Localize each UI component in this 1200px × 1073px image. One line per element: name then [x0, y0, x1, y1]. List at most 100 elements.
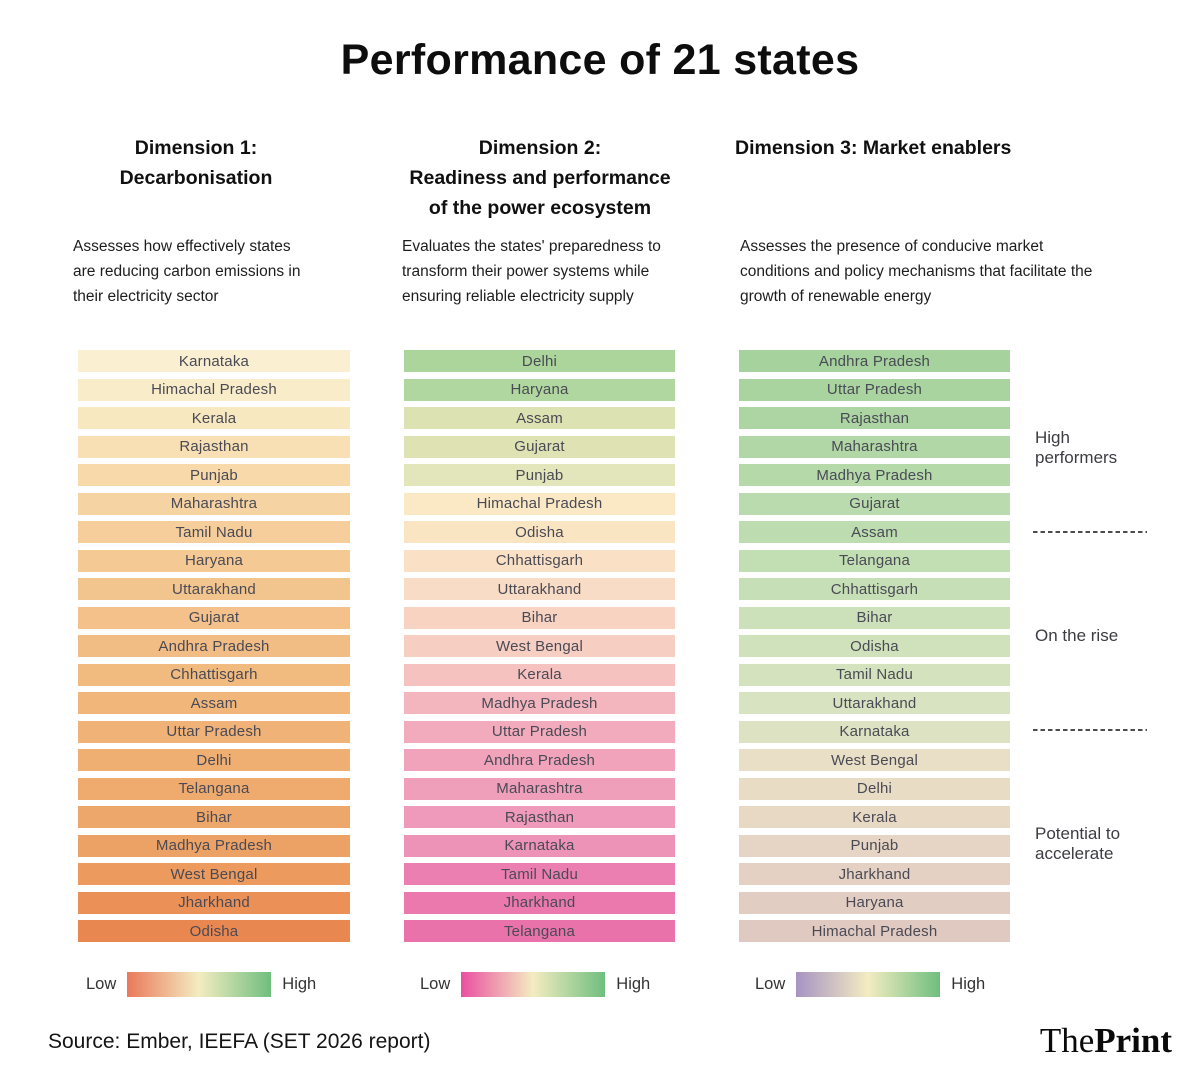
state-bar: Andhra Pradesh	[78, 635, 350, 657]
state-label: West Bengal	[831, 751, 918, 769]
state-label: Uttarakhand	[497, 580, 582, 598]
state-bar: Haryana	[739, 891, 1010, 914]
state-label: Himachal Pradesh	[151, 381, 277, 398]
state-bar: Andhra Pradesh	[739, 350, 1010, 372]
state-label: Bihar	[195, 808, 233, 826]
state-label: Uttarakhand	[832, 694, 917, 712]
column-description-decarbonisation: Assesses how effectively states are redu…	[73, 238, 301, 305]
state-label: Haryana	[184, 552, 244, 569]
state-label: Telangana	[178, 780, 250, 797]
legend-gradient-bar	[796, 972, 941, 997]
state-bar: Gujarat	[739, 492, 1010, 515]
dashed-separator	[1033, 729, 1147, 731]
state-bar: Bihar	[404, 606, 675, 629]
state-label: Uttarakhand	[172, 580, 256, 598]
state-label: Punjab	[850, 837, 899, 854]
state-label: Assam	[190, 694, 238, 712]
state-label: Delhi	[196, 751, 232, 769]
state-label: Uttar Pradesh	[826, 381, 923, 398]
state-bar: Assam	[739, 521, 1010, 543]
state-bar: Punjab	[78, 464, 350, 486]
state-bar: Delhi	[404, 350, 675, 372]
state-label: Kerala	[852, 808, 897, 826]
state-bar: West Bengal	[78, 863, 350, 885]
state-label: Rajasthan	[504, 808, 575, 826]
state-bar: Haryana	[404, 378, 675, 401]
legend-readiness: Low High	[420, 972, 650, 997]
state-label: Odisha	[850, 637, 899, 655]
state-bar: Assam	[78, 692, 350, 714]
state-bar: Bihar	[78, 806, 350, 828]
state-label: Gujarat	[849, 495, 900, 512]
state-label: Maharashtra	[496, 780, 583, 797]
state-label: Andhra Pradesh	[158, 637, 270, 655]
state-bar: Assam	[404, 407, 675, 429]
state-bar: Telangana	[78, 777, 350, 800]
state-bar: Tamil Nadu	[78, 521, 350, 543]
state-bar: Telangana	[404, 920, 675, 942]
state-list-decarbonisation: Karnataka Himachal Pradesh Kerala Rajasthan…	[78, 350, 350, 942]
state-list-readiness: Delhi Haryana Assam Gujarat Punjab Himachal P…	[404, 350, 675, 942]
state-label: Jharkhand	[838, 865, 911, 883]
state-label: Karnataka	[178, 352, 250, 370]
state-label: Haryana	[845, 894, 904, 911]
source-attribution: Source: Ember, IEEFA (SET 2026 report)	[48, 1030, 431, 1053]
state-label: Tamil Nadu	[175, 523, 253, 541]
state-bar: Kerala	[739, 806, 1010, 828]
legend-gradient-bar	[461, 972, 606, 997]
state-bar: Jharkhand	[739, 863, 1010, 885]
state-bar: Punjab	[404, 464, 675, 486]
state-bar: Chhattisgarh	[404, 549, 675, 572]
state-label: Karnataka	[839, 723, 910, 740]
legend-gradient-bar	[127, 972, 272, 997]
state-label: Himachal Pradesh	[476, 495, 603, 512]
state-label: Uttar Pradesh	[491, 723, 588, 740]
page-title: Performance of 21 states	[340, 36, 860, 84]
state-bar: Gujarat	[78, 606, 350, 629]
state-bar: Rajasthan	[739, 407, 1010, 429]
state-bar: Rajasthan	[78, 435, 350, 458]
state-bar: Rajasthan	[404, 806, 675, 828]
state-bar: Karnataka	[404, 834, 675, 857]
state-bar: Uttarakhand	[78, 578, 350, 600]
state-label: Odisha	[515, 523, 564, 541]
state-label: Telangana	[503, 922, 576, 940]
state-label: Uttar Pradesh	[166, 723, 262, 740]
dashed-separator	[1033, 531, 1147, 533]
legend-low-label: Low	[86, 975, 117, 993]
state-label: Assam	[851, 523, 898, 541]
state-list-market-enablers: Andhra Pradesh Uttar Pradesh Rajasthan Maha…	[739, 350, 1010, 942]
state-label: Tamil Nadu	[835, 666, 914, 683]
state-label: Odisha	[189, 922, 239, 940]
state-bar: Uttar Pradesh	[739, 378, 1010, 401]
column-header-decarbonisation: Dimension 1: Decarbonisation	[119, 137, 273, 189]
state-bar: Punjab	[739, 834, 1010, 857]
theprint-logo: ThePrint	[1040, 1021, 1172, 1061]
state-label: Bihar	[856, 609, 893, 626]
band-label-high-performers: High performers	[1035, 428, 1118, 467]
state-bar: Odisha	[739, 635, 1010, 657]
state-label: Assam	[516, 409, 563, 427]
state-bar: Karnataka	[78, 350, 350, 372]
column-header-readiness: Dimension 2: Readiness and performance o…	[409, 137, 671, 219]
state-bar: Haryana	[78, 549, 350, 572]
state-label: Tamil Nadu	[500, 865, 579, 883]
state-label: Rajasthan	[179, 438, 249, 455]
state-bar: Telangana	[739, 549, 1010, 572]
state-label: Gujarat	[514, 438, 565, 455]
legend-decarbonisation: Low High	[86, 972, 316, 997]
state-bar: Uttar Pradesh	[78, 720, 350, 743]
state-label: Delhi	[856, 780, 893, 797]
state-label: Jharkhand	[503, 894, 576, 911]
state-label: Punjab	[515, 466, 564, 484]
state-bar: Kerala	[404, 663, 675, 686]
state-bar: Himachal Pradesh	[404, 492, 675, 515]
state-label: Bihar	[521, 609, 558, 626]
state-label: Madhya Pradesh	[816, 466, 933, 484]
state-bar: Jharkhand	[78, 891, 350, 914]
legend-high-label: High	[616, 975, 651, 993]
state-label: Punjab	[190, 466, 238, 484]
state-bar: Chhattisgarh	[739, 578, 1010, 600]
state-bar: Karnataka	[739, 720, 1010, 743]
